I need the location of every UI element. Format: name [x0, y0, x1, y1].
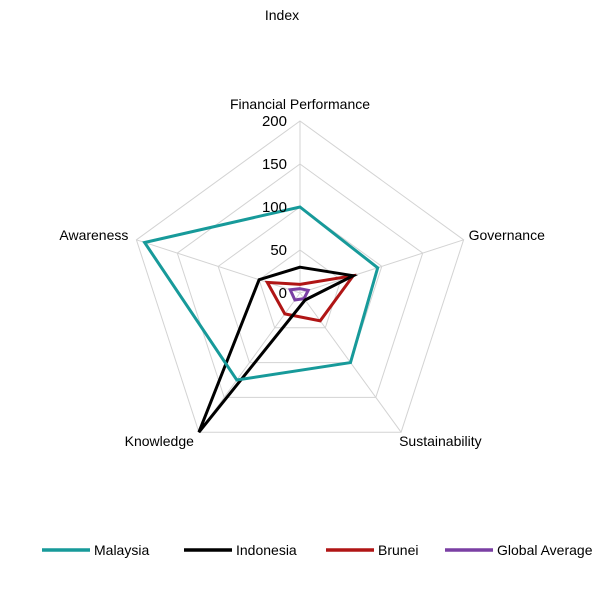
category-label-0: Financial Performance — [230, 96, 370, 112]
series-line-1 — [197, 265, 359, 434]
category-label-1: Governance — [469, 227, 545, 243]
tick-label-2: 100 — [262, 199, 287, 216]
tick-label-1: 50 — [270, 242, 287, 259]
series-line-3 — [287, 287, 311, 302]
series-line-2 — [264, 273, 357, 323]
legend-label-1: Indonesia — [236, 542, 297, 558]
chart-title: Index — [265, 7, 299, 23]
legend-label-2: Brunei — [378, 542, 418, 558]
radar-grid — [135, 120, 465, 433]
tick-label-4: 200 — [262, 113, 287, 130]
category-label-4: Awareness — [59, 227, 128, 243]
radial-tick-labels: 0 50 100 150 200 — [262, 113, 287, 302]
tick-label-0: 0 — [279, 285, 287, 302]
series-line-0 — [142, 205, 380, 382]
category-label-3: Knowledge — [125, 433, 194, 449]
grid-ring-2 — [217, 206, 383, 364]
legend-label-0: Malaysia — [94, 542, 149, 558]
spoke-line-1 — [299, 239, 464, 294]
grid-ring-3 — [176, 163, 424, 398]
grid-ring-1 — [258, 249, 342, 329]
category-label-2: Sustainability — [399, 433, 482, 449]
category-labels: Financial Performance Governance Sustainab… — [59, 96, 545, 449]
grid-ring-4 — [135, 120, 465, 433]
tick-label-3: 150 — [262, 156, 287, 173]
radar-series — [142, 205, 380, 434]
legend-label-3: Global Average — [497, 542, 593, 558]
legend: Malaysia Indonesia Brunei Global Average — [42, 542, 593, 558]
